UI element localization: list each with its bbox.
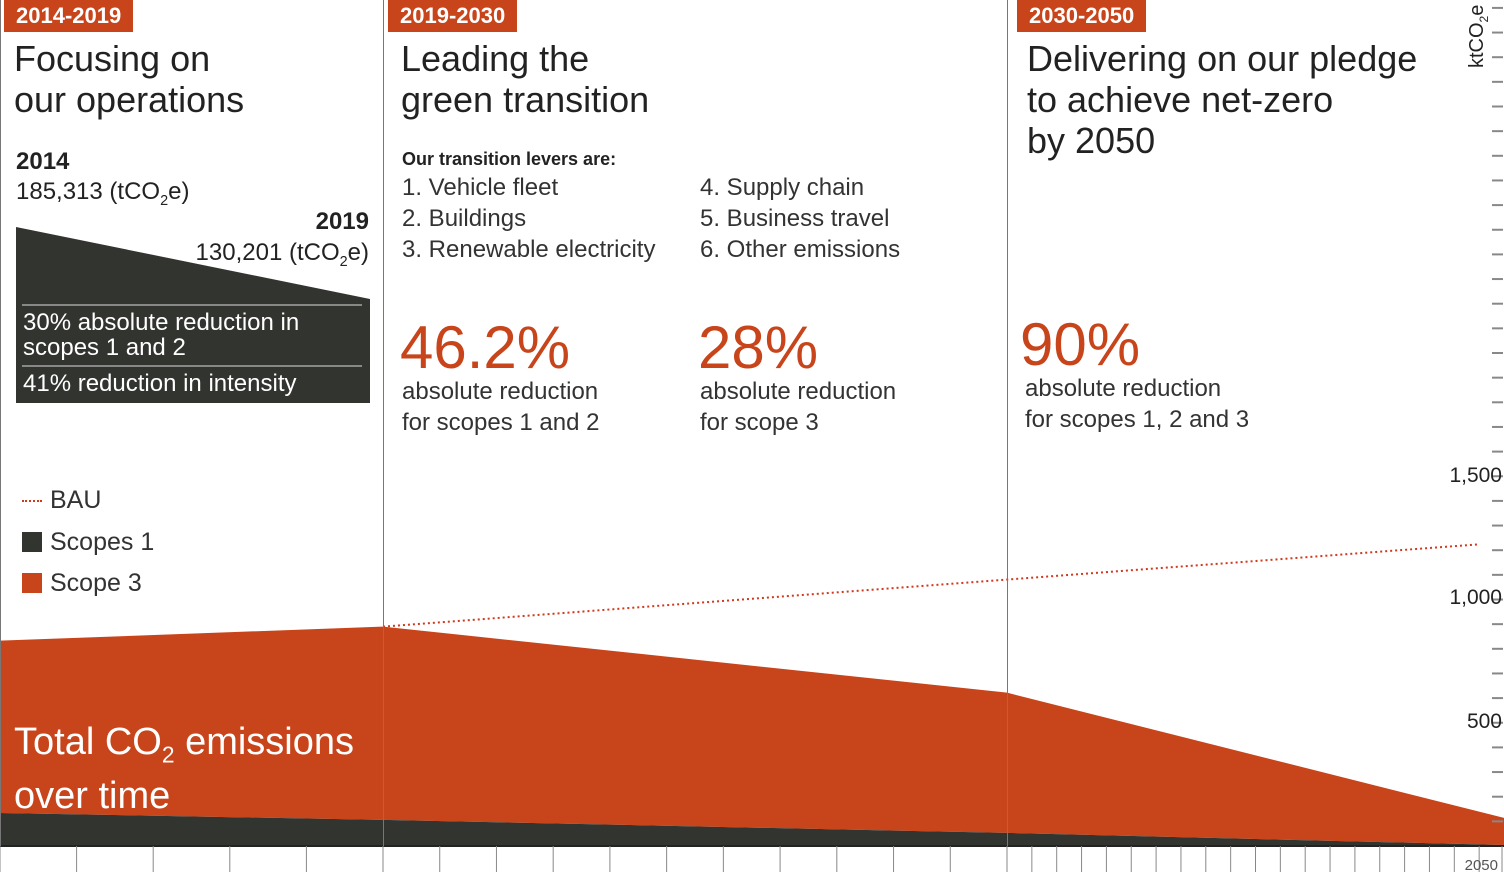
levers-heading: Our transition levers are:: [402, 149, 617, 169]
legend-bau: BAU: [22, 485, 101, 515]
lever-item: 5. Business travel: [700, 205, 890, 232]
target-desc: absolute reduction for scopes 1, 2 and 3: [1025, 375, 1250, 433]
intensity-note: 41% reduction in intensity: [23, 370, 297, 397]
lever-item: 2. Buildings: [402, 205, 527, 232]
scope3-area: [0, 626, 1504, 846]
target-desc: absolute reduction for scopes 1 and 2: [402, 378, 600, 436]
year-2019: 2019: [315, 208, 369, 235]
target-desc: absolute reduction for scope 3: [700, 378, 897, 436]
y-tick-label: 1,500: [1449, 464, 1502, 487]
chart-overlay-title: Total CO2 emissions over time: [14, 721, 355, 817]
target-value: 28%: [698, 314, 819, 381]
dotted-line-icon: [22, 500, 42, 502]
y-tick-label: 500: [1466, 710, 1502, 733]
value-2014: 185,313 (tCO2e): [16, 178, 190, 209]
bau-line: [382, 543, 1480, 628]
period-title: Leading the green transition: [401, 38, 650, 120]
period-tag: 2014-2019: [4, 0, 134, 32]
target-value: 90%: [1020, 311, 1141, 378]
divider: [383, 0, 384, 846]
lever-item: 1. Vehicle fleet: [402, 174, 559, 201]
lever-item: 6. Other emissions: [700, 236, 901, 263]
period-title: Focusing on our operations: [14, 38, 245, 120]
divider: [0, 0, 1, 846]
x-tick-label: 2050: [1464, 857, 1498, 874]
period-title: Delivering on our pledge to achieve net-z…: [1027, 38, 1418, 161]
reduction-note: 30% absolute reduction in scopes 1 and 2: [23, 309, 300, 361]
lever-item: 3. Renewable electricity: [402, 236, 656, 263]
scopes12-area: [0, 812, 1504, 846]
y-tick-label: 1,000: [1449, 586, 1502, 609]
year-2014: 2014: [16, 148, 70, 175]
swatch-icon: [22, 573, 42, 593]
value-2019: 130,201 (tCO2e): [195, 239, 369, 270]
scopes12-reduction-wedge: [16, 227, 370, 403]
target-value: 46.2%: [400, 314, 571, 381]
y-axis-label: ktCO2e: [1466, 4, 1491, 68]
legend-scope3: Scope 3: [22, 568, 142, 598]
legend-scopes12: Scopes 1: [22, 527, 154, 557]
divider: [1007, 0, 1008, 846]
lever-item: 4. Supply chain: [700, 174, 865, 201]
period-tag: 2019-2030: [388, 0, 518, 32]
period-tag: 2030-2050: [1017, 0, 1147, 32]
swatch-icon: [22, 532, 42, 552]
